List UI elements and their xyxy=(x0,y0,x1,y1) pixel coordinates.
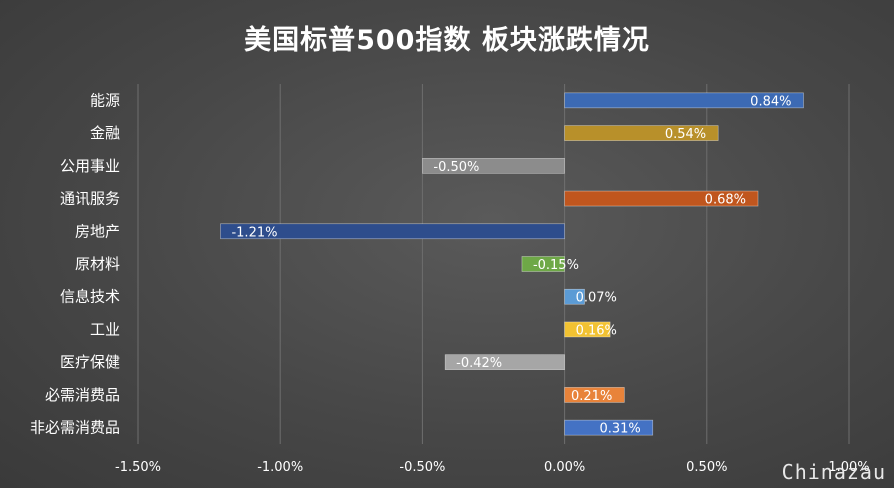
category-label: 医疗保健 xyxy=(60,353,120,371)
x-tick-label: 0.00% xyxy=(544,460,585,475)
x-tick-label: 1.00% xyxy=(828,460,869,475)
data-label: 0.21% xyxy=(571,389,612,404)
data-label: 0.68% xyxy=(705,193,746,208)
x-tick-label: -1.50% xyxy=(115,460,161,475)
bar xyxy=(422,158,565,174)
watermark: Chinazau xyxy=(781,460,886,484)
data-label: 0.84% xyxy=(750,94,791,109)
bar xyxy=(564,92,804,109)
bar xyxy=(564,387,625,403)
bar xyxy=(564,190,759,207)
data-label: -0.15% xyxy=(533,258,579,273)
data-label: 0.54% xyxy=(665,127,706,142)
category-label: 通讯服务 xyxy=(60,190,120,208)
bar xyxy=(564,288,585,305)
data-label: -0.50% xyxy=(433,160,479,175)
category-label: 必需消费品 xyxy=(45,386,120,404)
x-tick-label: -1.00% xyxy=(257,460,303,475)
chart-title: 美国标普500指数 板块涨跌情况 xyxy=(244,25,650,56)
bar xyxy=(564,419,654,436)
x-tick-label: 0.50% xyxy=(686,460,727,475)
category-label: 原材料 xyxy=(75,255,120,273)
bar xyxy=(220,223,565,240)
category-label: 工业 xyxy=(90,320,120,338)
category-label: 金融 xyxy=(90,124,120,142)
category-label: 公用事业 xyxy=(60,157,120,175)
category-label: 非必需消费品 xyxy=(30,419,120,437)
data-label: 0.31% xyxy=(599,422,640,437)
bar xyxy=(564,125,719,141)
category-label: 信息技术 xyxy=(60,288,120,306)
bar xyxy=(564,321,611,338)
x-tick-label: -0.50% xyxy=(399,460,445,475)
bar xyxy=(444,354,565,370)
data-label: 0.16% xyxy=(576,323,617,338)
category-label: 能源 xyxy=(90,91,120,109)
category-label: 房地产 xyxy=(75,222,120,240)
data-label: -1.21% xyxy=(231,225,277,240)
bar xyxy=(521,256,565,272)
data-label: 0.07% xyxy=(576,291,617,306)
data-label: -0.42% xyxy=(456,356,502,371)
